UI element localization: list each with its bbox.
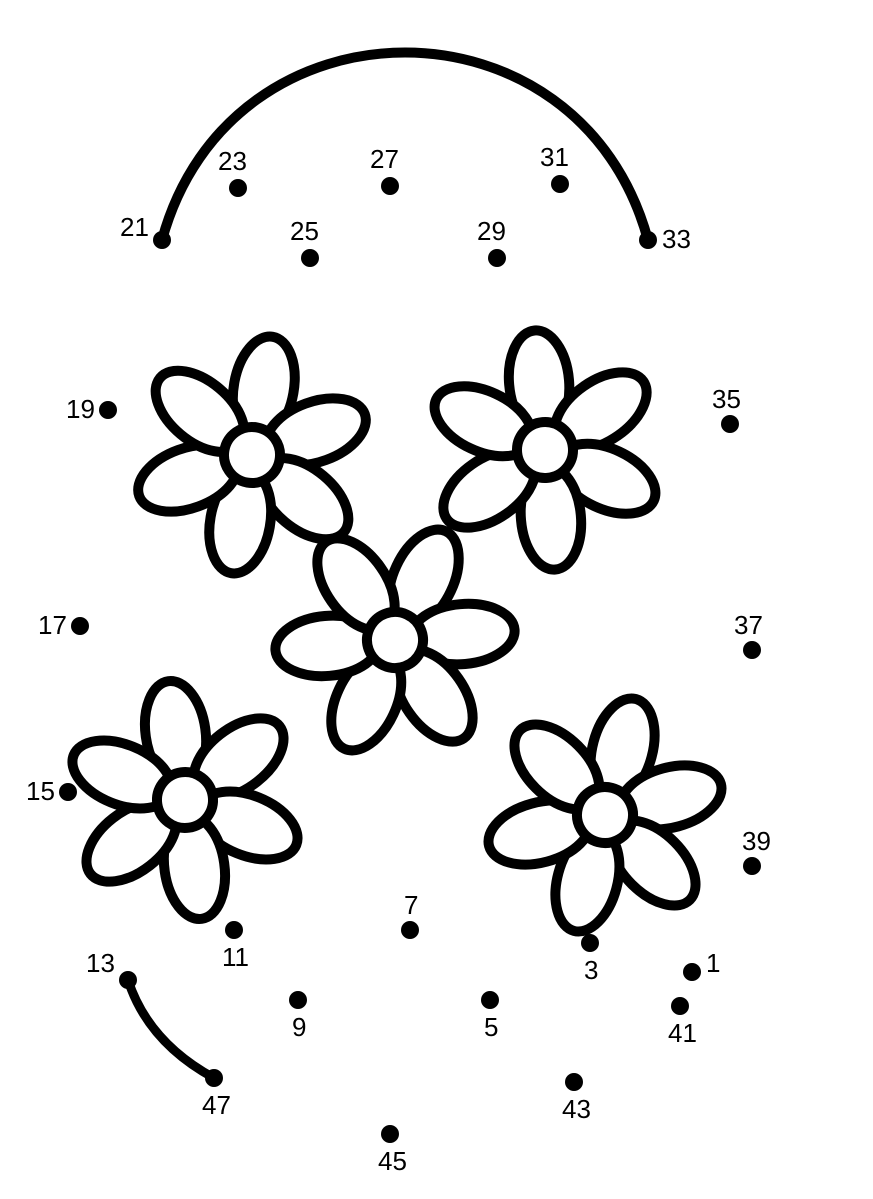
dot-label: 5 <box>484 1012 498 1042</box>
dot <box>229 179 247 197</box>
flower-icon <box>51 665 320 936</box>
dot-label: 11 <box>222 942 249 972</box>
bottom-curve <box>128 980 214 1078</box>
dot <box>71 617 89 635</box>
dot <box>99 401 117 419</box>
dot <box>565 1073 583 1091</box>
dot <box>59 783 77 801</box>
dot <box>551 175 569 193</box>
dot-label: 7 <box>404 890 418 920</box>
dot <box>301 249 319 267</box>
flower-center <box>515 420 576 481</box>
dot-label: 23 <box>218 146 247 176</box>
dot-label: 43 <box>562 1094 591 1124</box>
dot <box>488 249 506 267</box>
dot <box>225 921 243 939</box>
dot <box>743 857 761 875</box>
dot <box>481 991 499 1009</box>
flower-icon <box>459 668 751 961</box>
dot <box>205 1069 223 1087</box>
dot-label: 25 <box>290 216 319 246</box>
dot <box>671 997 689 1015</box>
dot <box>381 177 399 195</box>
dot <box>581 934 599 952</box>
connect-the-dots-diagram: 1357911131517192123252729313335373941434… <box>0 0 873 1199</box>
dot-label: 45 <box>378 1146 407 1176</box>
dot <box>401 921 419 939</box>
dot-label: 21 <box>120 212 149 242</box>
dot-label: 29 <box>477 216 506 246</box>
dot <box>381 1125 399 1143</box>
dot <box>153 231 171 249</box>
dot-label: 17 <box>38 610 67 640</box>
dot-label: 39 <box>742 826 771 856</box>
dot <box>743 641 761 659</box>
dot-label: 1 <box>706 948 720 978</box>
dot-label: 9 <box>292 1012 306 1042</box>
flower-center <box>220 423 285 488</box>
dot <box>639 231 657 249</box>
dot-label: 27 <box>370 144 399 174</box>
dot-label: 3 <box>584 955 598 985</box>
dot-label: 13 <box>86 948 115 978</box>
flower-center <box>153 768 216 831</box>
dot <box>289 991 307 1009</box>
dot-label: 31 <box>540 142 569 172</box>
dot <box>119 971 137 989</box>
dot-label: 47 <box>202 1090 231 1120</box>
dot-label: 19 <box>66 394 95 424</box>
dot-label: 15 <box>26 776 55 806</box>
dot-label: 37 <box>734 610 763 640</box>
dot <box>683 963 701 981</box>
dot <box>721 415 739 433</box>
dot-label: 41 <box>668 1018 697 1048</box>
dot-label: 35 <box>712 384 741 414</box>
dot-label: 33 <box>662 224 691 254</box>
